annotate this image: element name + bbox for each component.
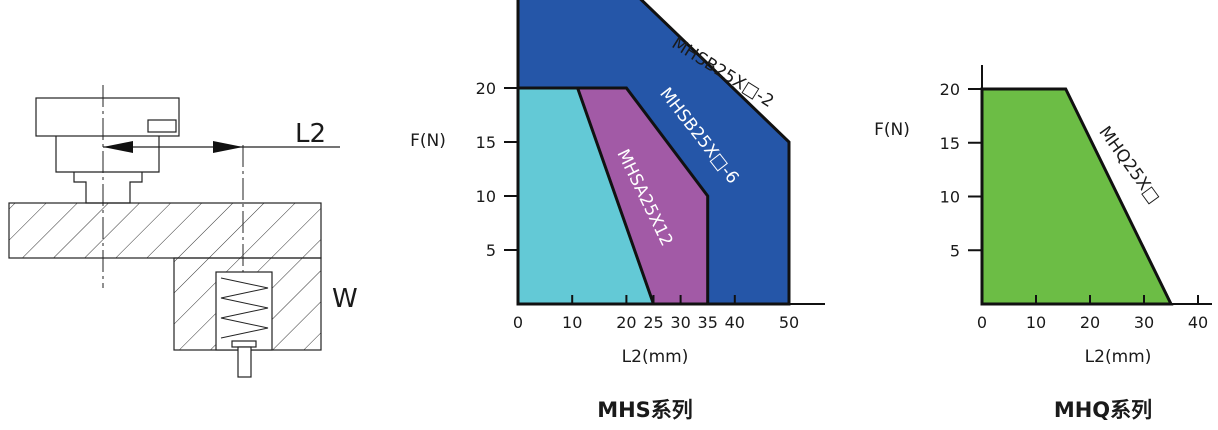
x-tick-label: 35 — [698, 313, 718, 332]
x-tick-label: 10 — [562, 313, 582, 332]
y-tick-label: 5 — [950, 241, 960, 260]
mhs-caption: MHS系列 — [597, 398, 693, 422]
x-axis-label: L2(mm) — [622, 347, 689, 367]
x-tick-label: 20 — [616, 313, 636, 332]
label-l2: L2 — [295, 119, 326, 149]
y-tick-label: 15 — [476, 133, 496, 152]
gripper-neck — [55, 136, 160, 173]
x-tick-label: 30 — [1134, 313, 1154, 332]
x-tick-label: 50 — [779, 313, 799, 332]
gripper-stem — [73, 172, 143, 204]
x-tick-label: 0 — [977, 313, 987, 332]
gripper-pin — [147, 119, 177, 133]
hatched-plate — [8, 202, 322, 259]
label-w: W — [332, 284, 358, 314]
mhq-caption: MHQ系列 — [1054, 398, 1152, 422]
gripper-body — [35, 97, 180, 137]
spring — [220, 277, 269, 339]
x-tick-label: 20 — [1080, 313, 1100, 332]
x-tick-label: 25 — [643, 313, 663, 332]
arrow-left — [103, 141, 133, 153]
x-tick-label: 40 — [725, 313, 745, 332]
screw-head — [231, 340, 257, 348]
x-tick-label: 0 — [513, 313, 523, 332]
x-axis-label: L2(mm) — [1085, 347, 1152, 367]
y-tick-label: 20 — [476, 79, 496, 98]
spring-cavity — [215, 271, 273, 351]
y-tick-label: 5 — [486, 241, 496, 260]
x-tick-label: 30 — [670, 313, 690, 332]
mhs-chart: 510152030010202530354050L2(mm)F(N)MHSB25… — [410, 0, 825, 367]
y-axis-label: F(N) — [874, 120, 910, 140]
y-tick-label: 10 — [940, 188, 960, 207]
y-tick-label: 20 — [940, 80, 960, 99]
y-tick-label: 10 — [476, 187, 496, 206]
gripper-diagram — [8, 85, 340, 378]
x-tick-label: 40 — [1188, 313, 1208, 332]
screw-shank — [237, 346, 252, 378]
x-tick-label: 10 — [1026, 313, 1046, 332]
arrow-right — [213, 141, 243, 153]
y-axis-label: F(N) — [410, 131, 446, 151]
y-tick-label: 15 — [940, 134, 960, 153]
